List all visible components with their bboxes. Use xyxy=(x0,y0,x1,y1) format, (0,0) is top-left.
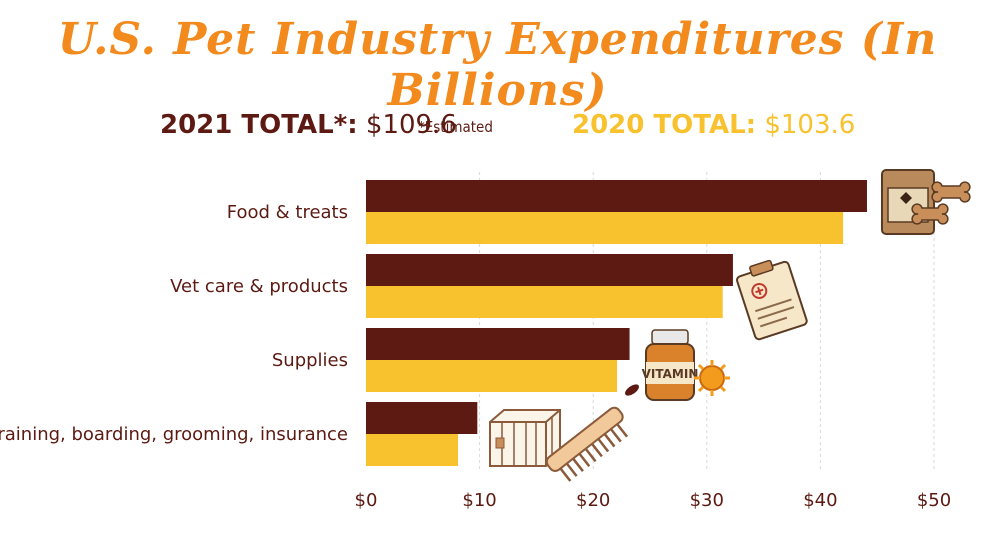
bar-2020-1 xyxy=(366,286,723,318)
bar-2020-2 xyxy=(366,360,618,392)
x-tick-label: $30 xyxy=(690,490,724,511)
bar-2021-3 xyxy=(366,402,478,434)
x-tick-label: $10 xyxy=(462,490,496,511)
svg-text:VITAMIN: VITAMIN xyxy=(642,367,699,381)
pet-crate-icon xyxy=(489,409,561,467)
bar-2021-2 xyxy=(366,328,630,360)
bar-2020-3 xyxy=(366,434,459,466)
category-label: Supplies xyxy=(272,350,348,371)
comb-icon xyxy=(545,406,629,482)
bars xyxy=(366,180,867,466)
total-2020-value: $103.6 xyxy=(764,110,856,140)
bar-2021-0 xyxy=(366,180,867,212)
x-tick-label: $20 xyxy=(576,490,610,511)
vitamin-bottle-icon: VITAMIN xyxy=(625,329,730,401)
category-label: Vet care & products xyxy=(170,276,348,297)
x-tick-label: $40 xyxy=(803,490,837,511)
total-2020: 2020 TOTAL: $103.6 xyxy=(572,110,855,140)
estimated-note: *Estimated xyxy=(418,118,493,136)
total-2021: 2021 TOTAL*: $109.6 xyxy=(160,110,457,140)
category-label: Training, boarding, grooming, insurance xyxy=(0,424,348,445)
category-label: Food & treats xyxy=(227,202,348,223)
total-2021-label: 2021 TOTAL*: xyxy=(160,110,358,140)
bar-2020-0 xyxy=(366,212,844,244)
x-tick-labels: $0 $10 $20 $30 $40 $50 xyxy=(355,490,952,511)
x-tick-label: $0 xyxy=(355,490,378,511)
clipboard-icon xyxy=(736,259,808,341)
total-2021-value: $109.6 xyxy=(365,110,457,140)
total-2020-label: 2020 TOTAL: xyxy=(572,110,757,140)
x-tick-label: $50 xyxy=(917,490,951,511)
chart-title: U.S. Pet Industry Expenditures (In Billi… xyxy=(57,14,938,116)
decorations: VITAMIN xyxy=(489,169,971,482)
pet-food-bag-icon xyxy=(881,169,971,235)
bar-2021-1 xyxy=(366,254,733,286)
category-labels: Food & treats Vet care & products Supplies… xyxy=(0,202,348,445)
